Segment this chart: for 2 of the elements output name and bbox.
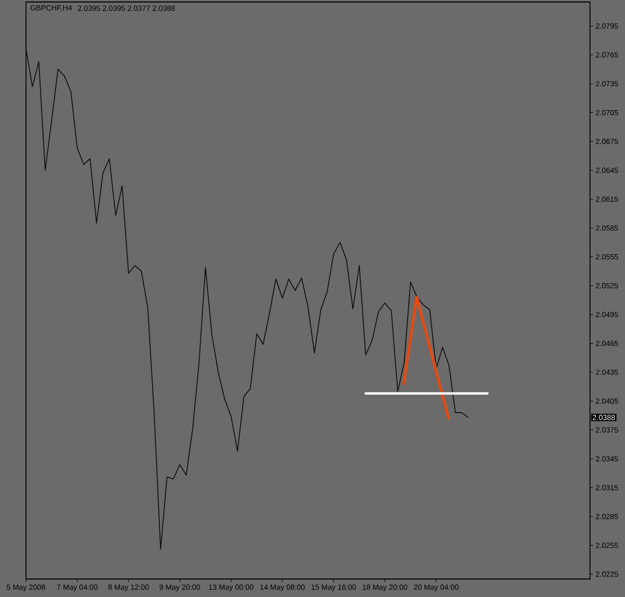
- line-series: [26, 48, 469, 550]
- line-series: [402, 296, 450, 420]
